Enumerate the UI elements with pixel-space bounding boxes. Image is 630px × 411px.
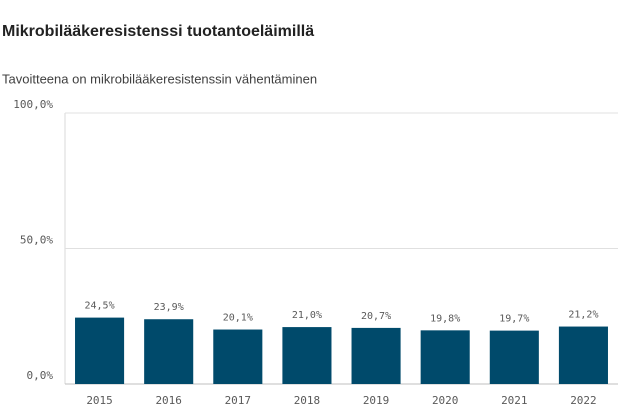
x-tick-label: 2016 (155, 394, 182, 407)
x-tick-label: 2020 (432, 394, 459, 407)
bar (75, 317, 125, 384)
y-tick-label: 100,0% (13, 98, 53, 111)
bar (282, 327, 332, 384)
bar (213, 329, 263, 384)
x-tick-label: 2022 (570, 394, 597, 407)
bar (351, 327, 401, 384)
x-tick-label: 2015 (86, 394, 113, 407)
data-label: 19,7% (499, 314, 529, 325)
x-tick-label: 2017 (225, 394, 252, 407)
x-tick-label: 2021 (501, 394, 528, 407)
x-tick-label: 2018 (294, 394, 321, 407)
bar (420, 330, 470, 384)
bar (489, 330, 539, 384)
bar (144, 319, 194, 384)
data-label: 21,2% (568, 310, 598, 321)
bar (558, 326, 608, 384)
chart-title: Mikrobilääkeresistenssi tuotantoeläimill… (2, 23, 314, 40)
data-label: 19,8% (430, 313, 460, 324)
data-label: 23,9% (154, 302, 184, 313)
data-label: 20,1% (223, 313, 253, 324)
y-tick-label: 50,0% (20, 234, 53, 247)
data-label: 24,5% (85, 301, 115, 312)
data-label: 20,7% (361, 311, 391, 322)
data-label: 21,0% (292, 310, 322, 321)
x-tick-label: 2019 (363, 394, 390, 407)
y-tick-label: 0,0% (27, 369, 54, 382)
chart-subtitle: Tavoitteena on mikrobilääkeresistenssin … (2, 71, 317, 86)
